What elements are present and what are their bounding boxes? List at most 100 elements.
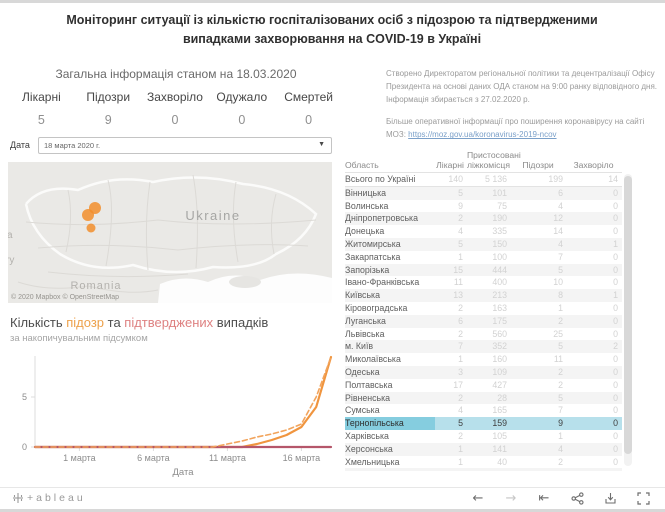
hospitals-cell[interactable]: 17 <box>453 379 463 390</box>
sick-cell[interactable]: 1 <box>613 290 618 301</box>
suspicions-cell[interactable]: 11 <box>553 354 563 365</box>
sick-cell[interactable] <box>567 468 622 471</box>
table-row[interactable]: Волинська 9 75 4 0 <box>345 200 622 213</box>
sick-cell[interactable]: 0 <box>613 430 618 441</box>
oblast-cell[interactable]: Дніпропетровська <box>345 213 418 224</box>
sick-cell[interactable]: 0 <box>613 456 618 467</box>
beds-cell[interactable]: 400 <box>492 277 507 288</box>
oblast-cell[interactable]: Одеська <box>345 366 380 377</box>
table-row[interactable] <box>345 468 622 471</box>
oblast-cell[interactable]: Житомирська <box>345 238 401 249</box>
beds-cell[interactable]: 427 <box>492 379 507 390</box>
beds-cell[interactable]: 105 <box>492 430 507 441</box>
sick-cell[interactable]: 2 <box>613 341 618 352</box>
suspicions-cell[interactable]: 199 <box>548 174 563 184</box>
table-row[interactable]: Харківська 2 105 1 0 <box>345 430 622 443</box>
hospitals-cell[interactable]: 4 <box>458 226 463 237</box>
table-row[interactable]: Херсонська 1 141 4 0 <box>345 442 622 456</box>
oblast-cell[interactable]: Полтавська <box>345 379 393 390</box>
suspicions-cell[interactable]: 6 <box>558 187 563 198</box>
sick-cell[interactable]: 0 <box>613 251 618 262</box>
column-header[interactable]: Лікарні <box>436 159 464 170</box>
beds-cell[interactable]: 163 <box>492 302 507 313</box>
sick-cell[interactable]: 14 <box>608 174 618 184</box>
suspicions-line[interactable] <box>33 355 333 449</box>
hospitals-cell[interactable] <box>435 468 467 471</box>
suspicions-cell[interactable]: 5 <box>558 341 563 352</box>
table-row[interactable]: Луганська 6 175 2 0 <box>345 314 622 328</box>
table-scrollbar[interactable] <box>624 174 632 466</box>
beds-cell[interactable]: 444 <box>492 264 507 275</box>
table-row[interactable]: м. Київ 7 352 5 2 <box>345 340 622 354</box>
oblast-cell[interactable]: м. Київ <box>345 341 374 352</box>
hospitals-cell[interactable]: 2 <box>458 328 463 339</box>
table-row[interactable]: Одеська 3 109 2 0 <box>345 365 622 379</box>
suspicions-cell[interactable]: 5 <box>558 264 563 275</box>
suspicions-cell[interactable]: 5 <box>558 392 563 403</box>
beds-cell[interactable]: 141 <box>492 443 507 454</box>
hospitals-cell[interactable]: 7 <box>458 341 463 352</box>
hospitals-cell[interactable]: 6 <box>458 315 463 326</box>
suspicions-cell[interactable]: 4 <box>558 238 563 249</box>
beds-cell[interactable]: 28 <box>497 392 507 403</box>
reset-button[interactable]: ⇤ <box>536 490 552 506</box>
beds-cell[interactable]: 352 <box>492 341 507 352</box>
column-header[interactable]: Підозри <box>522 159 554 170</box>
hospitals-cell[interactable]: 2 <box>458 302 463 313</box>
undo-button[interactable]: ← <box>470 490 486 506</box>
oblast-cell[interactable]: Херсонська <box>345 443 393 454</box>
hospitals-cell[interactable]: 3 <box>458 366 463 377</box>
oblast-cell[interactable]: Рівненська <box>345 392 391 403</box>
suspicions-cell[interactable]: 2 <box>558 315 563 326</box>
table-scrollbar-thumb[interactable] <box>624 176 632 454</box>
hospitals-cell[interactable]: 5 <box>458 418 463 429</box>
fullscreen-button[interactable] <box>635 490 651 506</box>
table-row[interactable]: Тернопільська 5 159 9 0 <box>345 417 622 430</box>
table-row[interactable]: Полтавська 17 427 2 0 <box>345 379 622 392</box>
hospitals-cell[interactable]: 1 <box>458 456 463 467</box>
map-marker[interactable] <box>82 209 94 221</box>
oblast-cell[interactable]: Тернопільська <box>345 417 435 430</box>
sick-cell[interactable]: 0 <box>613 443 618 454</box>
moz-link[interactable]: https://moz.gov.ua/koronavirus-2019-ncov <box>408 130 557 140</box>
table-row[interactable]: Хмельницька 1 40 2 0 <box>345 456 622 469</box>
table-row[interactable]: Івано-Франківська 11 400 10 0 <box>345 276 622 289</box>
download-button[interactable] <box>602 490 618 506</box>
suspicions-cell[interactable]: 7 <box>558 251 563 262</box>
redo-button[interactable]: → <box>503 490 519 506</box>
oblast-cell[interactable]: Волинська <box>345 200 389 211</box>
map-marker[interactable] <box>86 223 96 233</box>
sick-cell[interactable]: 0 <box>613 302 618 313</box>
beds-cell[interactable]: 560 <box>492 328 507 339</box>
sick-cell[interactable]: 0 <box>613 277 618 288</box>
table-row[interactable]: Дніпропетровська 2 190 12 0 <box>345 212 622 226</box>
table-row[interactable]: Рівненська 2 28 5 0 <box>345 391 622 405</box>
table-row[interactable]: Миколаївська 1 160 11 0 <box>345 353 622 366</box>
suspicions-cell[interactable]: 2 <box>558 366 563 377</box>
oblast-cell[interactable]: Харківська <box>345 430 389 441</box>
oblast-cell[interactable]: Кіровоградська <box>345 302 408 313</box>
hospitals-cell[interactable]: 5 <box>458 238 463 249</box>
suspicions-cell[interactable]: 4 <box>558 443 563 454</box>
beds-cell[interactable]: 75 <box>497 200 507 211</box>
table-row[interactable]: Закарпатська 1 100 7 0 <box>345 251 622 264</box>
hospitals-cell[interactable]: 4 <box>458 405 463 416</box>
suspicions-cell[interactable]: 9 <box>558 418 563 429</box>
suspicions-cell[interactable]: 1 <box>558 302 563 313</box>
hospitals-cell[interactable]: 2 <box>458 213 463 224</box>
beds-cell[interactable]: 101 <box>492 187 507 198</box>
table-row[interactable]: Львівська 2 560 25 0 <box>345 328 622 341</box>
sick-cell[interactable]: 0 <box>613 354 618 365</box>
hospitals-cell[interactable]: 140 <box>448 174 463 184</box>
beds-cell[interactable]: 190 <box>492 213 507 224</box>
suspicions-cell[interactable]: 8 <box>558 290 563 301</box>
table-row[interactable]: Житомирська 5 150 4 1 <box>345 237 622 251</box>
sick-cell[interactable]: 0 <box>613 213 618 224</box>
suspicions-cell[interactable]: 1 <box>558 430 563 441</box>
hospitals-cell[interactable]: 1 <box>458 443 463 454</box>
hospitals-cell[interactable]: 1 <box>458 251 463 262</box>
suspicions-trend-line[interactable] <box>34 356 332 448</box>
oblast-cell[interactable]: Закарпатська <box>345 251 401 262</box>
sick-cell[interactable]: 0 <box>613 200 618 211</box>
map-attribution[interactable]: © 2020 Mapbox © OpenStreetMap <box>11 293 119 301</box>
